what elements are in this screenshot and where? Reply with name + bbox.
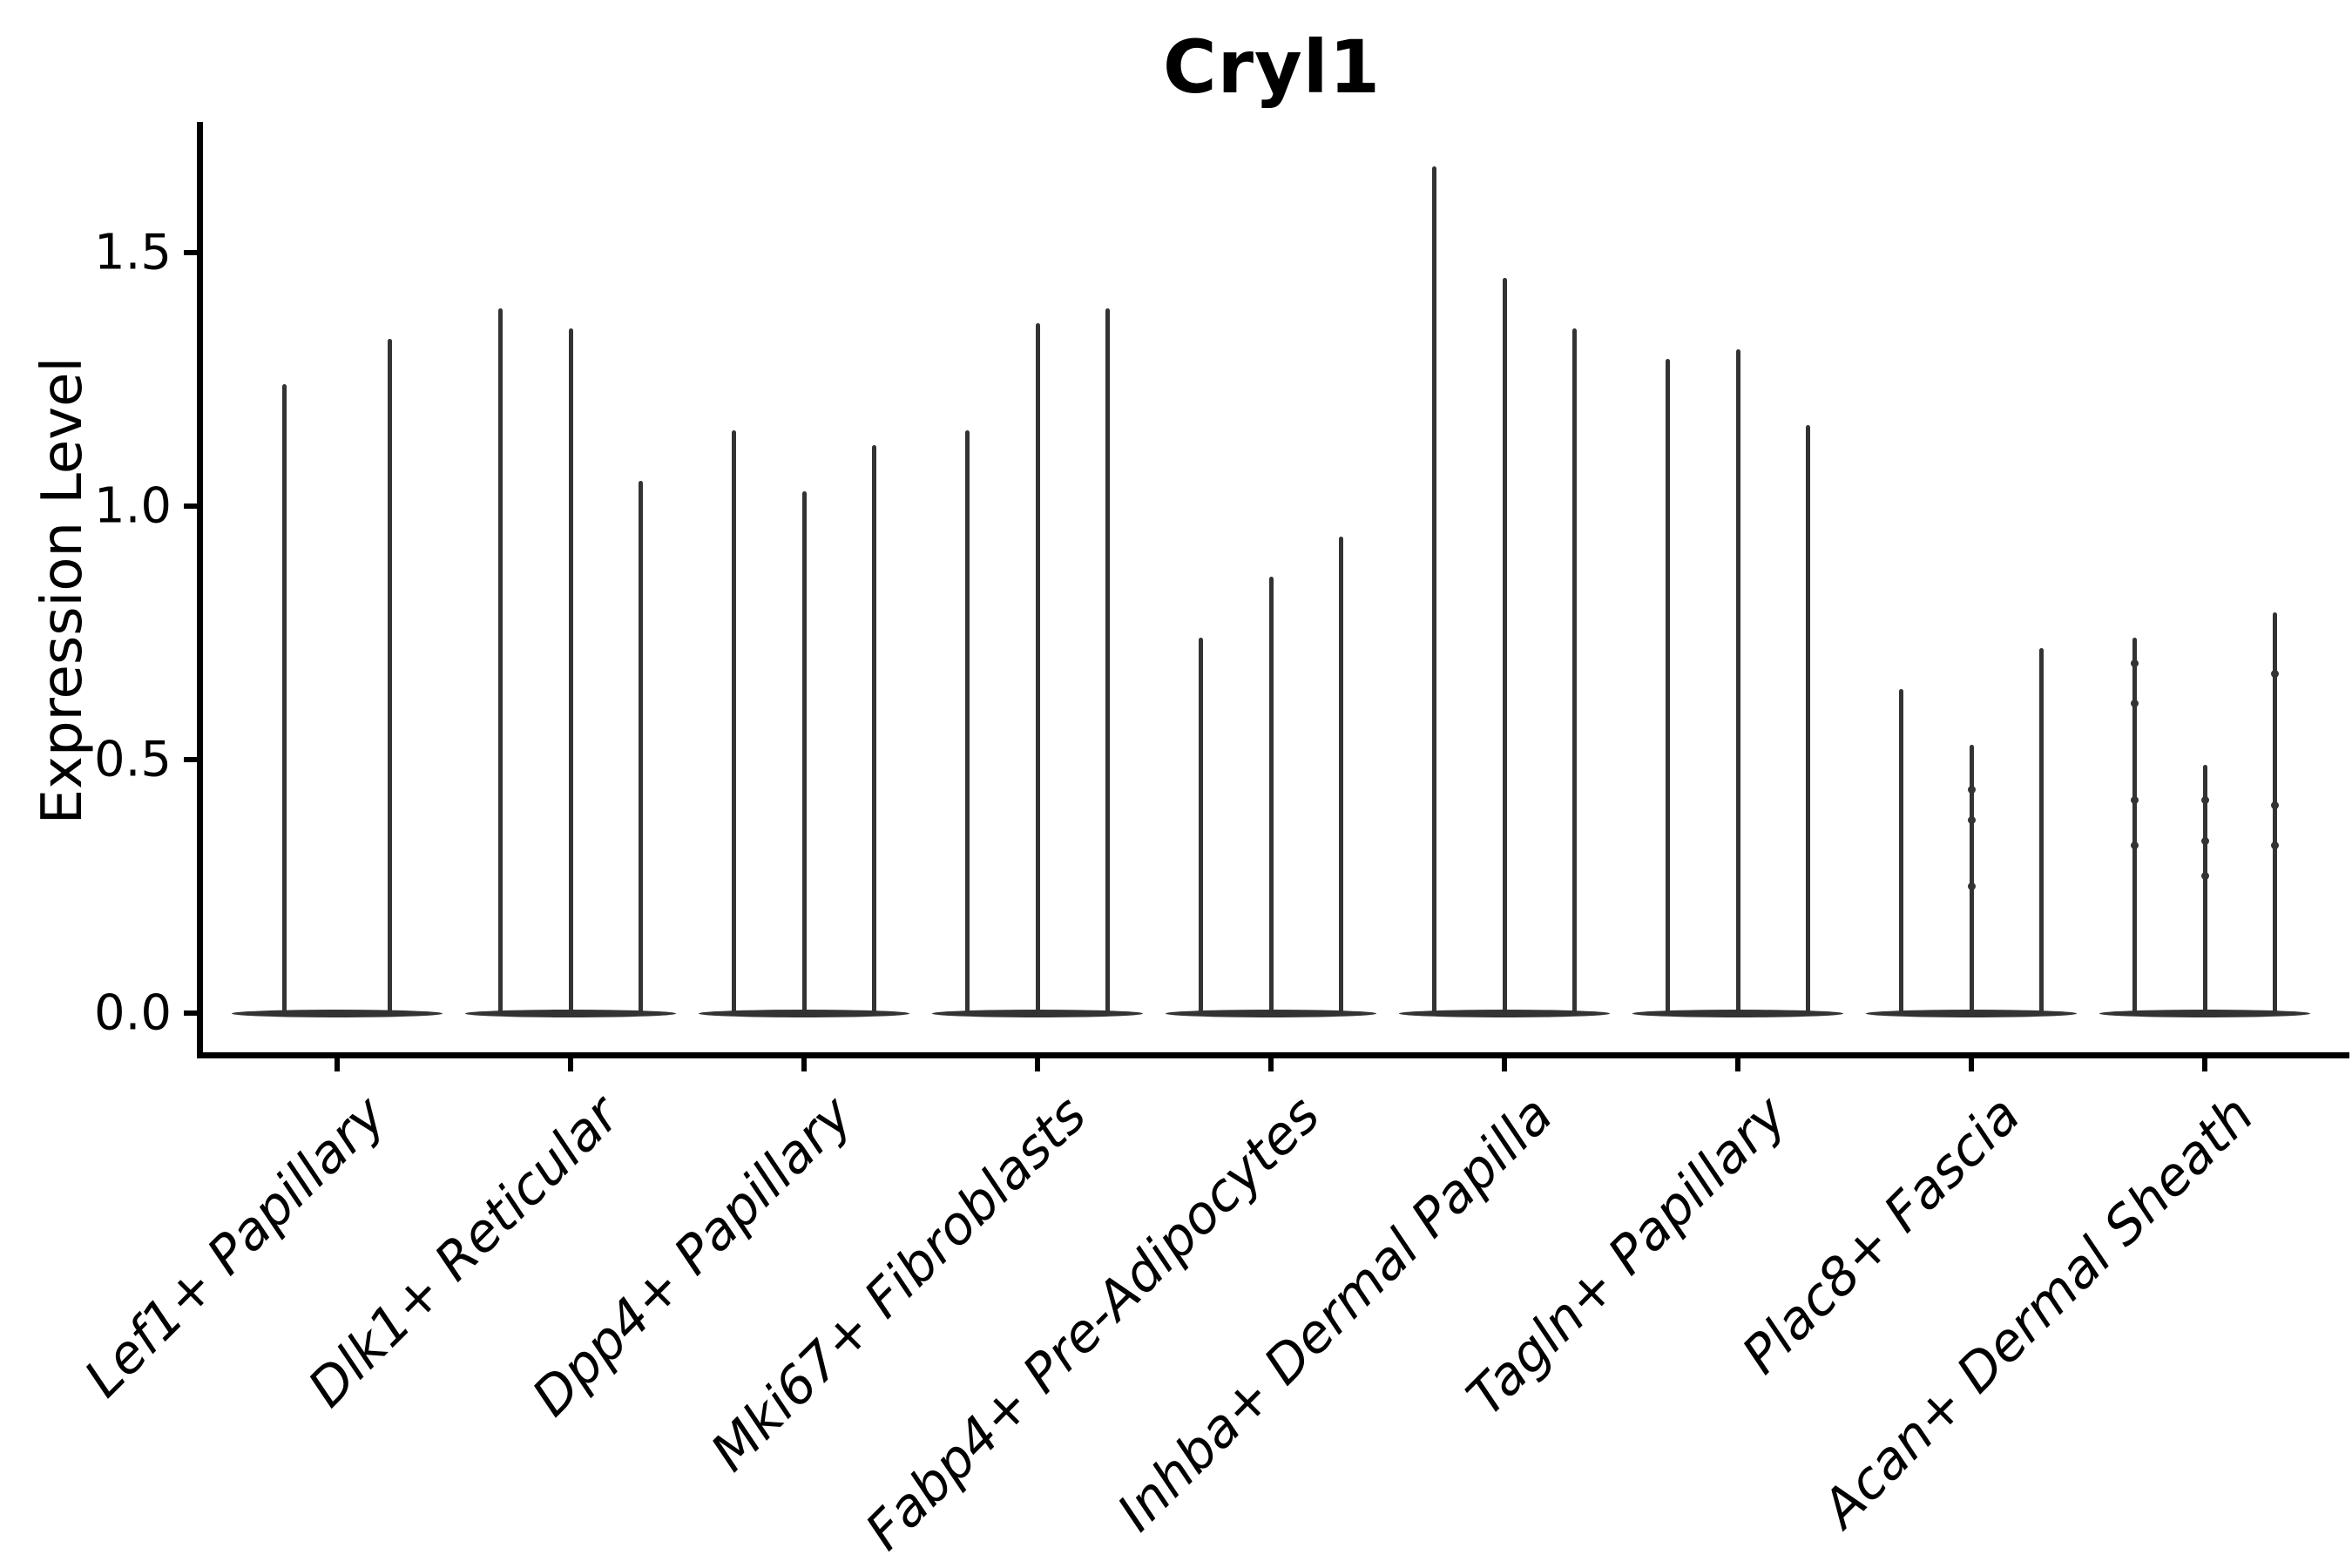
y-tick-label: 0.0: [93, 984, 172, 1042]
violin-spike: [872, 445, 877, 1016]
violin-spike: [639, 480, 644, 1016]
violin-spike: [1502, 278, 1507, 1016]
violin-spike: [1268, 577, 1274, 1016]
expression-dot: [2130, 659, 2139, 667]
y-axis-label: Expression Level: [30, 356, 95, 825]
y-tick-label: 1.5: [93, 224, 172, 281]
violin-spike: [2132, 638, 2137, 1016]
x-tick: [568, 1058, 573, 1071]
y-axis-spine: [197, 122, 203, 1058]
violin-spike: [731, 429, 736, 1016]
expression-dot: [2271, 841, 2280, 850]
violin-spike: [1665, 359, 1670, 1016]
expression-dot: [1967, 816, 1976, 825]
expression-dot: [2130, 841, 2139, 850]
expression-dot: [2130, 796, 2139, 805]
violin-spike: [1198, 638, 1203, 1016]
y-tick-label: 1.0: [93, 477, 172, 535]
chart-title: Cryl1: [1162, 24, 1382, 110]
y-tick-label: 0.5: [93, 731, 172, 788]
expression-dot: [2271, 801, 2280, 809]
expression-dot: [1967, 882, 1976, 890]
violin-spike: [497, 308, 503, 1016]
violin-spike: [1431, 166, 1436, 1016]
x-tick: [1502, 1058, 1507, 1071]
violin-spike: [1898, 688, 1903, 1016]
x-tick: [1735, 1058, 1740, 1071]
violin-spike: [2039, 647, 2044, 1016]
violin-spike: [2273, 612, 2278, 1016]
violin-spike: [1105, 308, 1111, 1016]
x-tick: [1035, 1058, 1040, 1071]
violin-spike: [1735, 348, 1740, 1016]
violin-spike: [2202, 764, 2207, 1016]
x-axis-spine: [197, 1052, 2349, 1058]
violin-spike: [282, 384, 287, 1016]
y-tick: [184, 757, 197, 762]
y-tick: [184, 504, 197, 509]
y-tick: [184, 1010, 197, 1016]
y-tick: [184, 250, 197, 255]
expression-dot: [2200, 796, 2209, 805]
violin-spike: [801, 490, 807, 1016]
expression-dot: [1967, 786, 1976, 794]
violin-spike: [1572, 328, 1578, 1016]
x-tick-label: Acan+ Dermal Sheath: [1810, 1085, 2266, 1540]
violin-spike: [1969, 744, 1974, 1016]
x-tick: [335, 1058, 340, 1071]
violin-spike: [1339, 536, 1344, 1016]
violin-spike: [568, 328, 573, 1016]
expression-dot: [2200, 872, 2209, 881]
expression-dot: [2200, 836, 2209, 845]
x-tick: [1268, 1058, 1274, 1071]
x-tick: [2202, 1058, 2207, 1071]
violin-spike: [1035, 323, 1040, 1016]
violin-spike: [1806, 424, 1811, 1016]
violin-spike: [964, 429, 970, 1016]
x-tick-label: Fabp4+ Pre-Adipocytes: [854, 1085, 1332, 1563]
x-tick-label: Inhba+ Dermal Papilla: [1106, 1085, 1565, 1544]
x-tick-label: Mki67+ Fibroblasts: [699, 1085, 1098, 1484]
x-tick: [1969, 1058, 1974, 1071]
violin-spike: [388, 338, 392, 1016]
x-tick: [801, 1058, 807, 1071]
expression-dot: [2271, 669, 2280, 678]
violin-baseline: [232, 1009, 443, 1017]
expression-dot: [2130, 700, 2139, 708]
